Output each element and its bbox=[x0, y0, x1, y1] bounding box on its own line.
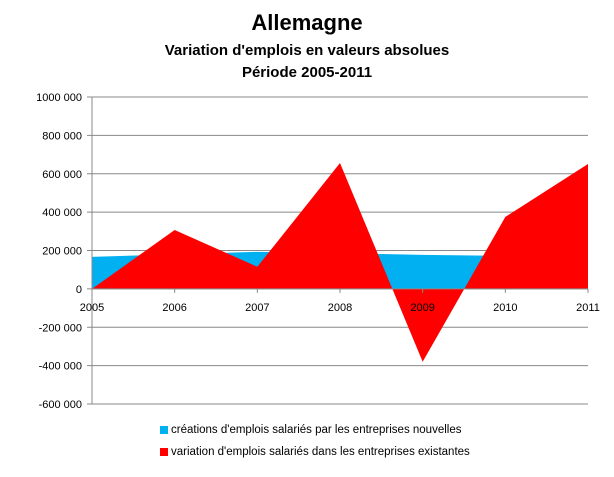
chart-subtitle-1: Variation d'emplois en valeurs absolues bbox=[164, 42, 450, 59]
area-series-1 bbox=[92, 163, 588, 362]
x-tick-label: 2009 bbox=[410, 302, 434, 314]
x-tick-label: 2010 bbox=[493, 302, 517, 314]
legend-label-0: créations d'emplois salariés par les ent… bbox=[171, 424, 462, 436]
y-tick-label: 0 bbox=[76, 284, 82, 296]
legend-swatch-red bbox=[160, 448, 168, 456]
legend-item-1: variation d'emplois salariés dans les en… bbox=[160, 446, 470, 458]
chart-title: Allemagne bbox=[251, 10, 363, 35]
legend-item-0: créations d'emplois salariés par les ent… bbox=[160, 424, 461, 436]
legend-label-1: variation d'emplois salariés dans les en… bbox=[171, 446, 470, 458]
x-tick-label: 2007 bbox=[245, 302, 269, 314]
y-tick-label: 600 000 bbox=[42, 169, 82, 181]
y-tick-label: -400 000 bbox=[39, 361, 82, 373]
y-tick-label: 800 000 bbox=[42, 130, 82, 142]
y-tick-label: 400 000 bbox=[42, 207, 82, 219]
x-tick-label: 2011 bbox=[576, 302, 600, 314]
x-tick-label: 2006 bbox=[162, 302, 186, 314]
x-tick-label: 2005 bbox=[80, 302, 104, 314]
x-tick-label: 2008 bbox=[328, 302, 352, 314]
y-tick-label: 1000 000 bbox=[36, 92, 82, 104]
chart-subtitle-2: Période 2005-2011 bbox=[241, 64, 373, 81]
y-tick-label: -200 000 bbox=[39, 322, 82, 334]
legend-swatch-blue bbox=[160, 426, 168, 434]
y-tick-label: 200 000 bbox=[42, 246, 82, 258]
y-tick-label: -600 000 bbox=[39, 399, 82, 411]
